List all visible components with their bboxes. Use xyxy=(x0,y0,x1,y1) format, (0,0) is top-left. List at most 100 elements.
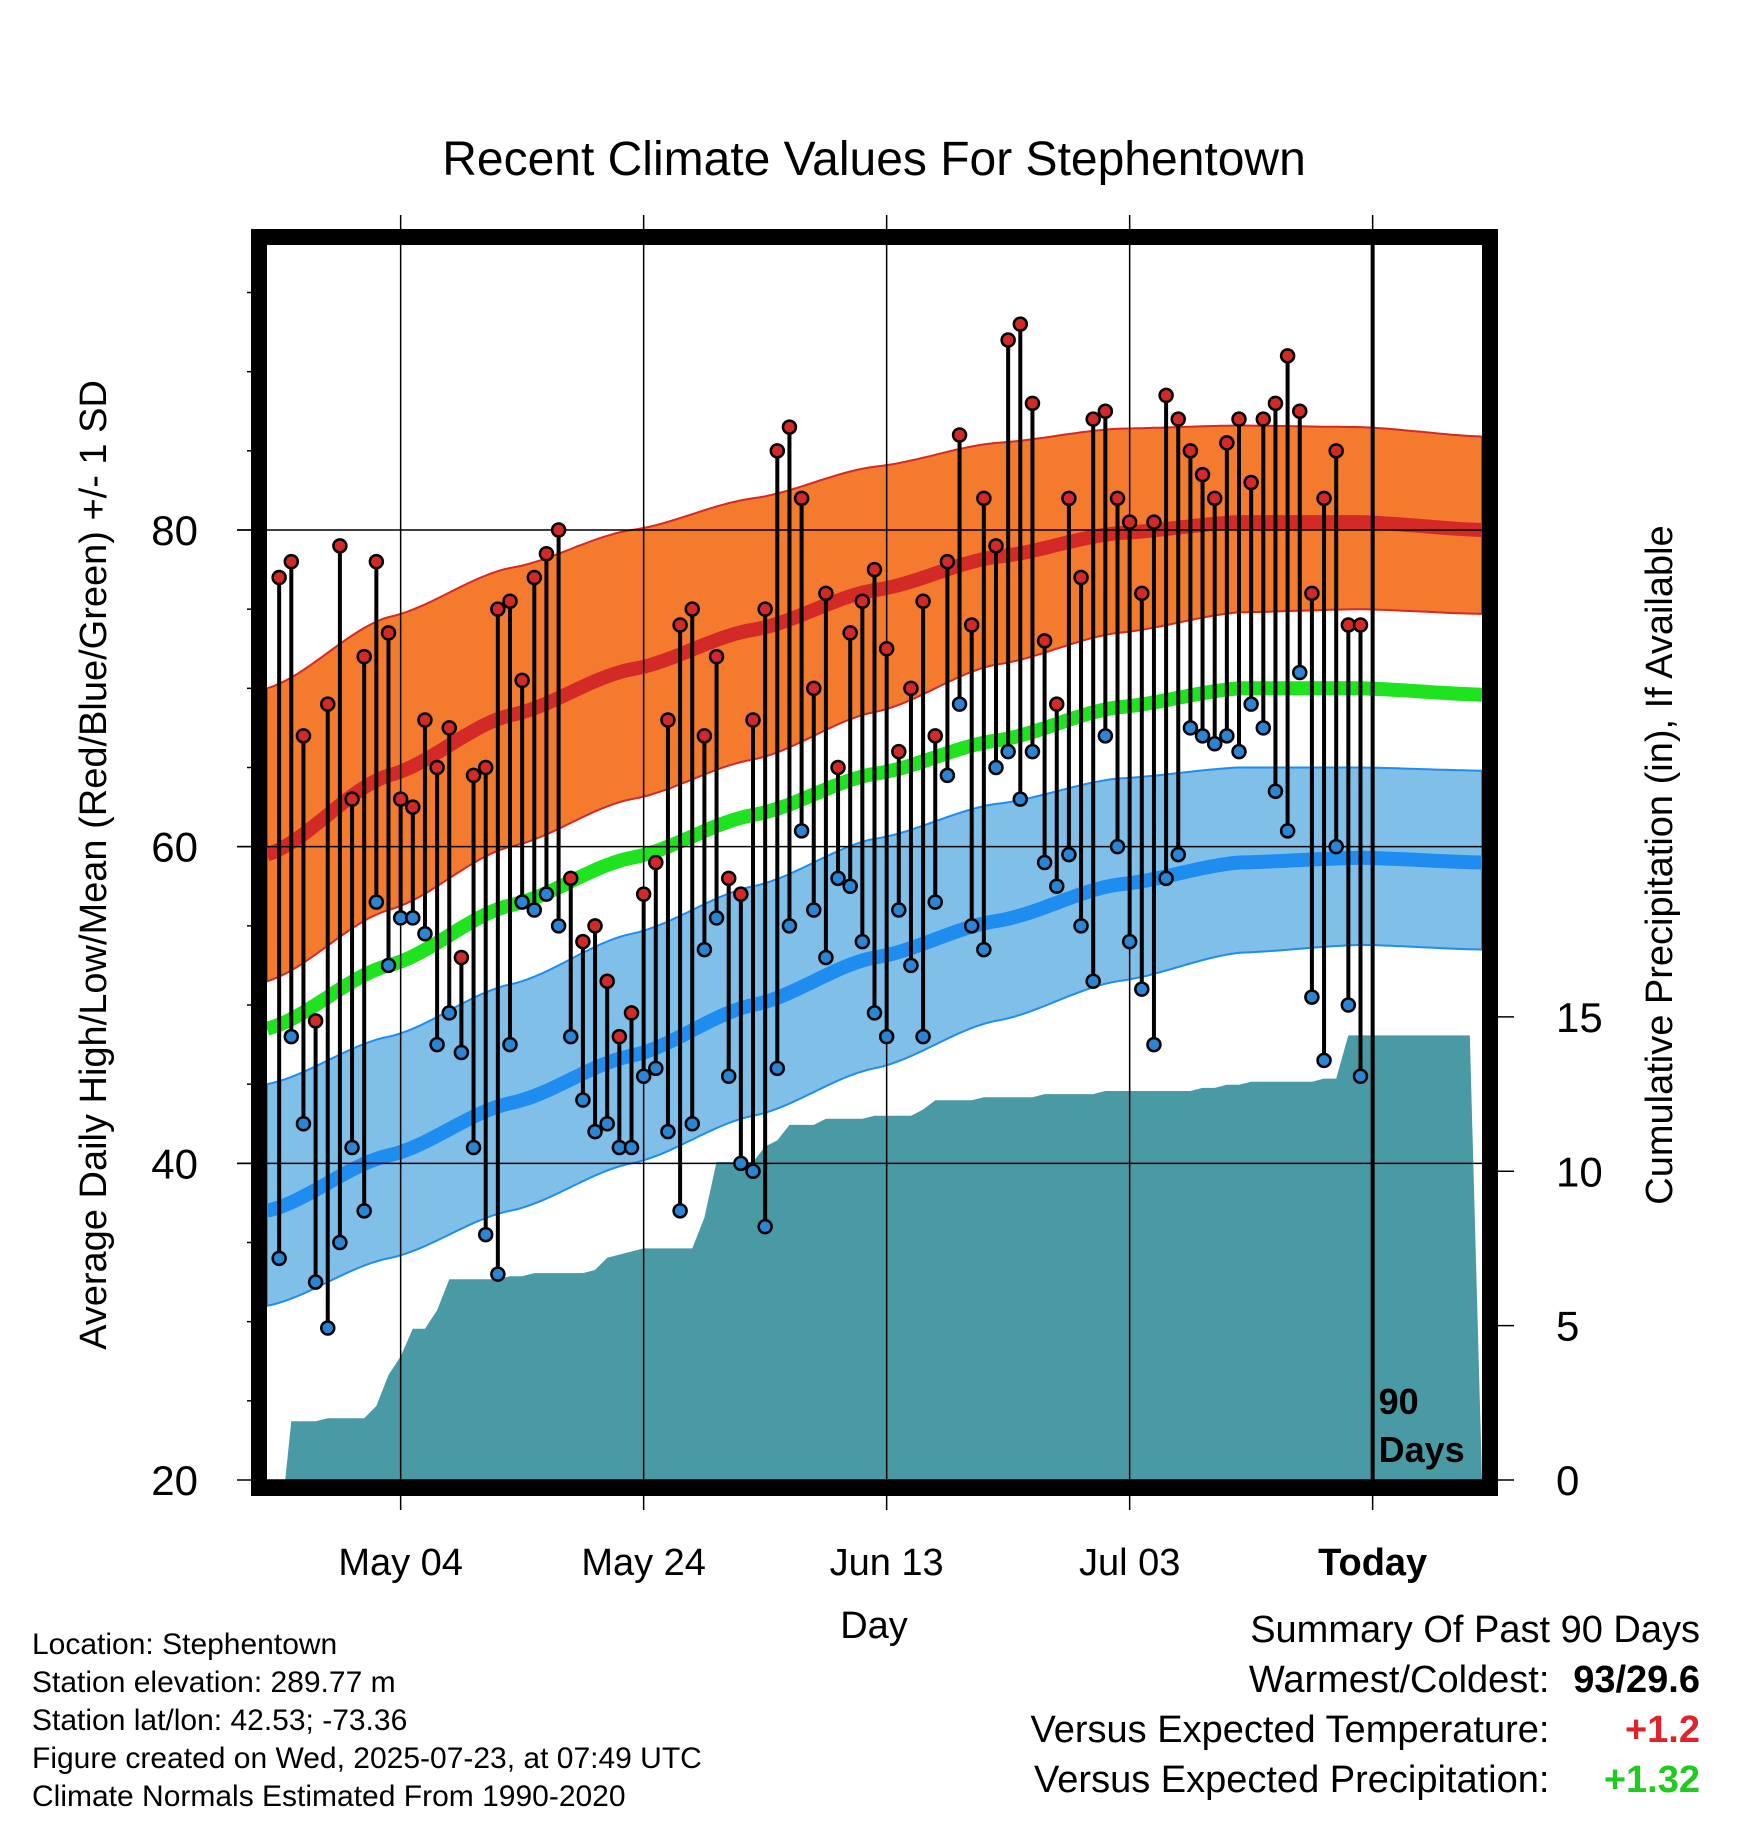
daily-high-point xyxy=(441,720,457,736)
daily-high-point xyxy=(939,553,956,570)
daily-low-point xyxy=(1049,878,1065,894)
daily-high-point xyxy=(368,553,385,570)
daily-high-point xyxy=(405,799,421,815)
daily-low-point xyxy=(842,878,858,894)
plot-frame xyxy=(251,229,1498,1496)
daily-high-point xyxy=(891,743,907,760)
daily-high-point xyxy=(611,1028,628,1045)
y-tick-label: 60 xyxy=(151,824,198,871)
daily-low-point xyxy=(1255,720,1272,736)
daily-high-point xyxy=(1085,411,1101,427)
daily-high-point xyxy=(757,601,773,617)
daily-low-point xyxy=(696,941,713,958)
daily-high-point xyxy=(988,538,1004,554)
daily-low-point xyxy=(927,894,943,910)
daily-high-point xyxy=(1352,617,1369,633)
daily-high-point xyxy=(502,593,518,609)
daily-high-point xyxy=(963,617,980,633)
daily-high-point xyxy=(648,854,664,871)
daily-low-point xyxy=(441,1005,457,1021)
daily-low-point xyxy=(587,1123,603,1140)
daily-low-point xyxy=(1012,791,1029,807)
daily-low-point xyxy=(806,902,822,918)
daily-high-point xyxy=(696,728,713,744)
daily-low-point xyxy=(635,1068,652,1084)
daily-low-point xyxy=(684,1116,700,1132)
daily-low-point xyxy=(465,1139,482,1156)
daily-high-point xyxy=(320,696,336,712)
daily-high-point xyxy=(1146,514,1162,530)
daily-high-point xyxy=(927,728,943,744)
daily-high-point xyxy=(1134,585,1150,602)
daily-low-point xyxy=(1073,918,1089,934)
x-tick-label: Jul 03 xyxy=(1079,1542,1180,1584)
daily-low-point xyxy=(1146,1036,1162,1053)
daily-low-point xyxy=(951,696,968,712)
daily-high-point xyxy=(1304,585,1320,602)
daily-high-point xyxy=(1279,348,1296,364)
daily-low-point xyxy=(1328,838,1344,855)
x-axis-label: Day xyxy=(840,1605,908,1647)
daily-low-point xyxy=(915,1028,931,1045)
daily-high-point xyxy=(1158,387,1174,404)
daily-high-point xyxy=(769,443,786,459)
daily-high-point xyxy=(1255,411,1272,427)
daily-low-point xyxy=(1036,854,1053,871)
y2-tick-label: 10 xyxy=(1556,1148,1603,1195)
daily-high-point xyxy=(538,546,555,562)
daily-high-point xyxy=(380,625,397,641)
daily-low-point xyxy=(526,902,543,918)
daily-low-point xyxy=(477,1226,494,1243)
daily-high-point xyxy=(903,680,919,697)
y2-tick-label: 0 xyxy=(1556,1457,1579,1504)
daily-high-point xyxy=(635,886,652,902)
daily-low-point xyxy=(1158,870,1174,887)
y-tick-label: 80 xyxy=(151,507,198,554)
x-tick-label: Jun 13 xyxy=(830,1542,944,1584)
daily-low-point xyxy=(538,886,555,902)
temp-value: +1.2 xyxy=(1624,1709,1700,1751)
daily-high-point xyxy=(781,419,798,435)
daily-high-point xyxy=(477,759,494,776)
y2-tick-label: 15 xyxy=(1556,994,1603,1041)
daily-low-point xyxy=(1267,783,1284,799)
daily-high-point xyxy=(1097,403,1114,419)
daily-low-point xyxy=(793,823,810,839)
daily-low-point xyxy=(550,918,567,934)
daily-low-point xyxy=(490,1266,506,1282)
daily-high-point xyxy=(587,918,603,934)
daily-high-point xyxy=(1024,395,1041,412)
daily-high-point xyxy=(1036,633,1053,649)
daily-low-point xyxy=(1206,736,1223,752)
daily-high-point xyxy=(563,870,579,887)
daily-low-point xyxy=(405,910,421,926)
daily-low-point xyxy=(1340,997,1357,1013)
daily-high-point xyxy=(684,601,700,617)
daily-high-point xyxy=(295,728,312,744)
daily-low-point xyxy=(988,759,1004,776)
daily-high-point xyxy=(575,933,591,950)
daily-low-point xyxy=(745,1163,761,1179)
daily-low-point xyxy=(1024,743,1041,760)
daily-low-point xyxy=(368,894,385,910)
daily-low-point xyxy=(1182,720,1199,736)
summary-panel: Summary Of Past 90 Days Warmest/Coldest:… xyxy=(1031,1605,1700,1805)
daily-low-point xyxy=(502,1036,518,1053)
daily-high-point xyxy=(356,648,372,665)
daily-low-point xyxy=(1243,696,1259,712)
daily-low-point xyxy=(1292,664,1308,681)
daily-low-point xyxy=(963,918,980,934)
daily-low-point xyxy=(1316,1052,1332,1069)
daily-low-point xyxy=(380,957,397,974)
summary-heading: Summary Of Past 90 Days xyxy=(1250,1609,1700,1651)
daily-low-point xyxy=(1352,1068,1369,1084)
y2-axis-label: Cumulative Precipitation (in), If Availa… xyxy=(1639,525,1681,1204)
daily-low-point xyxy=(320,1320,336,1336)
warm-cold-row: Warmest/Coldest: 93/29.6 xyxy=(1031,1655,1700,1705)
daily-low-point xyxy=(708,910,725,926)
daily-high-point xyxy=(550,522,567,538)
daily-high-point xyxy=(1000,332,1016,348)
daily-low-point xyxy=(623,1139,640,1156)
x-tick-label: May 24 xyxy=(581,1542,706,1584)
